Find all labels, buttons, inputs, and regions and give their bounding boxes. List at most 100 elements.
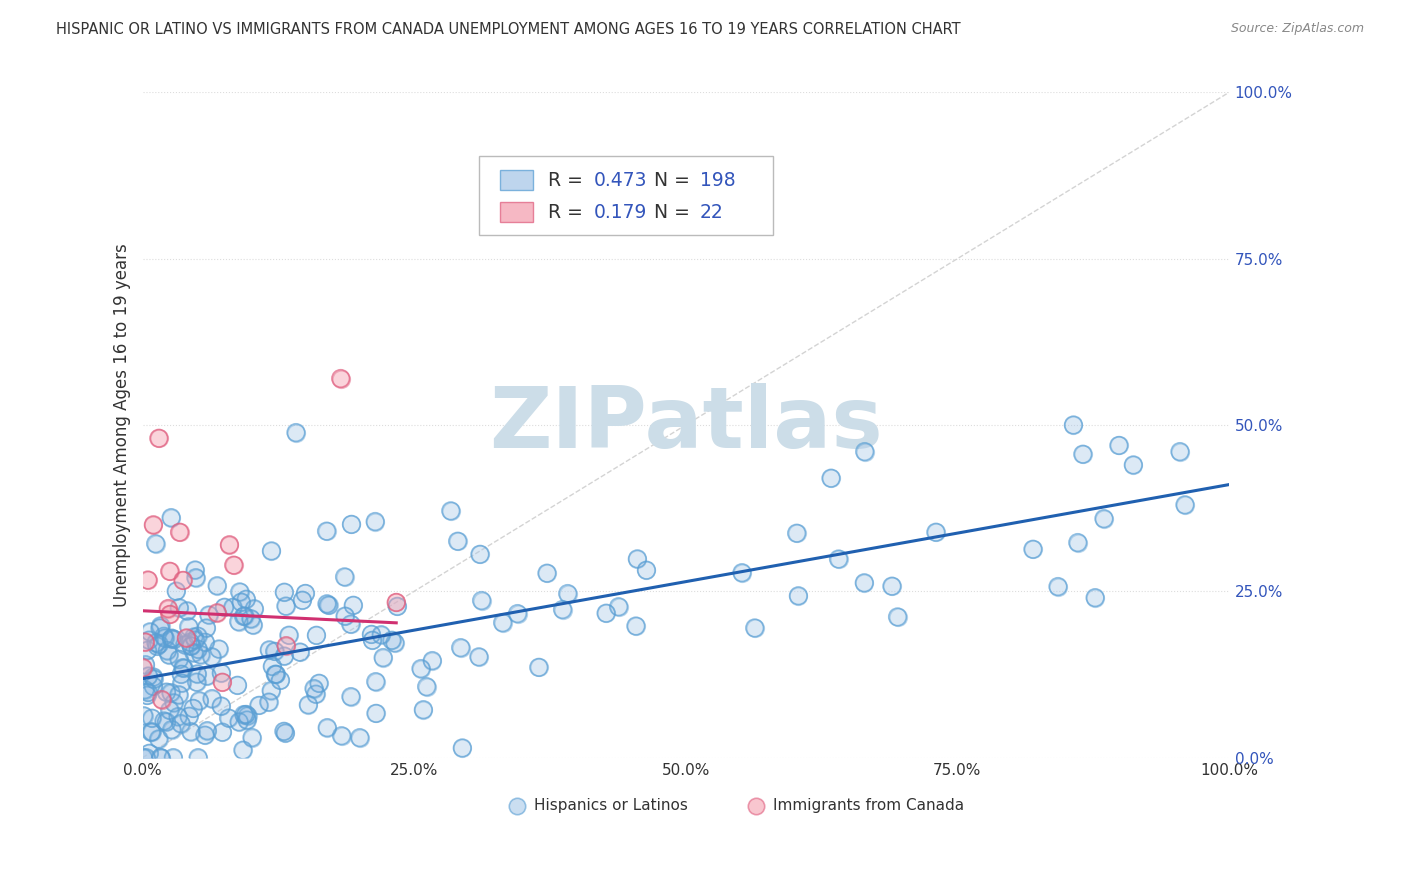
Point: [198, 607, 221, 622]
Point: [195, 723, 218, 738]
Point: [240, 731, 263, 745]
Point: [141, 711, 163, 725]
Point: [142, 680, 165, 694]
Point: [236, 709, 259, 723]
Point: [169, 525, 191, 540]
Point: [209, 666, 232, 681]
Point: [159, 607, 181, 622]
Point: [297, 698, 319, 712]
Point: [242, 618, 264, 632]
Point: [260, 683, 283, 698]
Point: [731, 566, 754, 580]
Point: [183, 630, 205, 644]
Point: [205, 606, 228, 620]
Point: [146, 640, 169, 654]
Point: [340, 690, 363, 704]
Point: [179, 635, 201, 649]
Point: [364, 706, 387, 721]
Point: [167, 600, 190, 615]
Point: [148, 431, 170, 445]
Point: [1122, 458, 1144, 472]
Point: [412, 703, 434, 717]
Point: [305, 687, 328, 701]
Point: [373, 650, 395, 665]
Point: [1071, 447, 1094, 461]
Point: [925, 525, 948, 540]
Point: [288, 645, 311, 659]
Point: [364, 515, 387, 529]
Point: [291, 593, 314, 607]
Point: [259, 642, 281, 657]
Point: [170, 667, 193, 681]
Point: [381, 633, 404, 648]
Point: [274, 726, 297, 740]
Point: [201, 691, 224, 706]
Point: [200, 649, 222, 664]
Point: [155, 714, 177, 729]
Point: [157, 648, 180, 662]
Point: [142, 517, 165, 532]
Point: [786, 526, 808, 541]
Point: [222, 558, 245, 573]
Point: [132, 661, 155, 675]
Point: [506, 607, 529, 621]
Point: [527, 660, 550, 674]
Point: [471, 593, 494, 607]
Point: [273, 585, 295, 599]
Point: [349, 731, 371, 745]
Point: [160, 631, 183, 645]
Point: [557, 586, 579, 600]
Point: [308, 676, 330, 690]
Text: R =: R =: [548, 170, 589, 190]
Point: [167, 652, 190, 666]
Point: [138, 751, 160, 765]
Point: [145, 537, 167, 551]
Point: [330, 729, 353, 743]
Point: [1174, 498, 1197, 512]
Point: [361, 633, 384, 648]
Point: [163, 632, 186, 647]
Point: [153, 631, 176, 645]
Point: [201, 691, 224, 706]
Point: [302, 681, 325, 696]
Point: [163, 632, 186, 647]
Point: [141, 724, 163, 739]
Point: [160, 510, 183, 524]
Point: [134, 657, 156, 672]
Point: [205, 606, 228, 620]
Point: [536, 566, 558, 581]
Point: [218, 538, 240, 552]
Point: [269, 673, 291, 688]
Point: [211, 675, 233, 690]
Point: [415, 680, 437, 694]
Point: [624, 619, 647, 633]
Point: [208, 642, 231, 657]
Point: [148, 431, 170, 445]
Point: [257, 695, 280, 709]
Point: [136, 573, 159, 587]
Point: [333, 570, 356, 584]
Text: N =: N =: [654, 170, 696, 190]
Point: [187, 629, 209, 643]
Point: [294, 586, 316, 600]
Point: [211, 675, 233, 690]
Point: [626, 552, 648, 566]
Point: [226, 678, 249, 692]
Point: [194, 728, 217, 742]
Point: [273, 724, 295, 739]
Point: [880, 579, 903, 593]
Point: [1046, 580, 1069, 594]
Point: [155, 714, 177, 729]
Point: [626, 552, 648, 566]
Point: [142, 672, 165, 686]
Point: [491, 615, 513, 630]
Point: [232, 609, 254, 624]
Point: [142, 670, 165, 684]
Point: [277, 628, 299, 642]
Point: [228, 615, 250, 629]
Point: [262, 804, 284, 818]
Point: [170, 716, 193, 731]
FancyBboxPatch shape: [501, 202, 533, 222]
Point: [1084, 591, 1107, 605]
Text: 0.179: 0.179: [593, 202, 647, 221]
